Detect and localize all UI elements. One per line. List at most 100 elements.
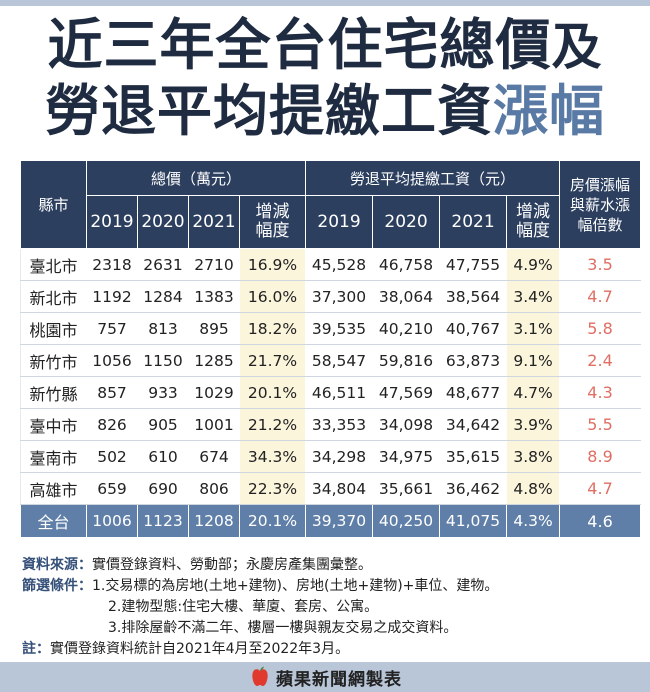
cell-wage-2021: 47,755 — [439, 248, 508, 281]
header-price-growth: 增減幅度 — [238, 195, 307, 249]
cell-city: 新北市 — [20, 280, 87, 313]
header-ratio-text: 房價漲幅與薪水漲幅倍數 — [570, 175, 631, 234]
cell-wage-2019: 39,535 — [305, 312, 374, 345]
cell-ratio: 4.3 — [559, 376, 642, 409]
cell-ratio: 5.5 — [559, 408, 642, 441]
cell-price-2020: 610 — [137, 440, 189, 473]
cell-wage-2020: 34,098 — [372, 408, 441, 441]
cell-wage-2020: 38,064 — [372, 280, 441, 313]
cell-price-2020: 813 — [137, 312, 189, 345]
note-filter-label: 篩選條件： — [22, 578, 92, 594]
cell-wage-2019: 34,298 — [305, 440, 374, 473]
header-price-year-2020: 2020 — [137, 195, 189, 249]
cell-price-2020: 1284 — [137, 280, 189, 313]
cell-ratio: 3.5 — [559, 248, 642, 281]
cell-ratio: 2.4 — [559, 344, 642, 377]
cell-wage-2021: 63,873 — [439, 344, 508, 377]
note-filter-2: 2.建物型態:住宅大樓、華廈、套房、公寓。 — [108, 599, 379, 615]
header-total-price: 總價（萬元） — [85, 160, 307, 196]
cell-wage-2020: 35,661 — [372, 472, 441, 505]
total-row: 全台 1006 1123 1208 20.1% 39,370 40,250 41… — [20, 504, 642, 538]
cell-price-2021: 2710 — [188, 248, 240, 281]
cell-wage-2021: 48,677 — [439, 376, 508, 409]
cell-wage-2019: 45,528 — [305, 248, 374, 281]
cell-wage-2021: 38,564 — [439, 280, 508, 313]
cell-city: 桃園市 — [20, 312, 87, 345]
total-price-2019: 1006 — [86, 504, 138, 538]
cell-price-2019: 757 — [86, 312, 138, 345]
cell-city: 新竹縣 — [20, 376, 87, 409]
top-bar — [0, 0, 650, 6]
table-row: 臺中市 826 905 1001 21.2% 33,353 34,098 34,… — [20, 408, 642, 441]
header-price-year-2019: 2019 — [86, 195, 138, 249]
cell-price-growth: 16.0% — [238, 280, 307, 313]
cell-wage-2020: 40,210 — [372, 312, 441, 345]
note-remark: 註：實價登錄資料統計自2021年4月至2022年3月。 — [22, 638, 349, 658]
header-wage: 勞退平均提繳工資（元） — [305, 160, 561, 196]
table-row: 高雄市 659 690 806 22.3% 34,804 35,661 36,4… — [20, 472, 642, 505]
cell-city: 新竹市 — [20, 344, 87, 377]
header-wage-year-2020: 2020 — [372, 195, 441, 249]
note-remark-text: 實價登錄資料統計自2021年4月至2022年3月。 — [50, 641, 350, 657]
cell-price-2021: 674 — [188, 440, 240, 473]
cell-price-growth: 21.2% — [238, 408, 307, 441]
cell-city: 臺北市 — [20, 248, 87, 281]
note-source: 資料來源：實價登錄資料、勞動部；永慶房產集團彙整。 — [22, 554, 372, 574]
total-wage-2021: 41,075 — [439, 504, 508, 538]
header-price-growth-text: 增減幅度 — [255, 202, 290, 241]
note-filter-1: 1.交易標的為房地(土地+建物)、房地(土地+建物)+車位、建物。 — [92, 578, 499, 594]
title-line-1-text: 近三年全台住宅總價 — [47, 13, 552, 77]
cell-price-2020: 1150 — [137, 344, 189, 377]
total-wage-2020: 40,250 — [372, 504, 441, 538]
cell-wage-growth: 9.1% — [506, 344, 561, 377]
note-filter-2-line: 2.建物型態:住宅大樓、華廈、套房、公寓。 — [108, 596, 378, 616]
cell-price-2019: 659 — [86, 472, 138, 505]
cell-price-2019: 1192 — [86, 280, 138, 313]
cell-wage-2019: 37,300 — [305, 280, 374, 313]
note-filter: 篩選條件：1.交易標的為房地(土地+建物)、房地(土地+建物)+車位、建物。 — [22, 575, 498, 595]
cell-wage-growth: 4.9% — [506, 248, 561, 281]
cell-wage-2019: 33,353 — [305, 408, 374, 441]
cell-wage-growth: 4.8% — [506, 472, 561, 505]
footer-logo: 蘋果新聞網製表 — [248, 664, 402, 690]
header-city: 縣市 — [20, 160, 87, 249]
table-row: 新竹市 1056 1150 1285 21.7% 58,547 59,816 6… — [20, 344, 642, 377]
cell-price-growth: 16.9% — [238, 248, 307, 281]
cell-wage-growth: 3.8% — [506, 440, 561, 473]
cell-wage-2020: 46,758 — [372, 248, 441, 281]
table-row: 新竹縣 857 933 1029 20.1% 46,511 47,569 48,… — [20, 376, 642, 409]
total-wage-growth: 4.3% — [506, 504, 561, 538]
cell-price-2020: 690 — [137, 472, 189, 505]
cell-price-2021: 1029 — [188, 376, 240, 409]
cell-price-2021: 895 — [188, 312, 240, 345]
cell-wage-2020: 59,816 — [372, 344, 441, 377]
title-line-2: 勞退平均提繳工資漲幅 — [0, 78, 650, 144]
cell-price-2021: 1383 — [188, 280, 240, 313]
cell-wage-2020: 34,975 — [372, 440, 441, 473]
total-price-growth: 20.1% — [238, 504, 307, 538]
cell-wage-2019: 34,804 — [305, 472, 374, 505]
cell-wage-2021: 40,767 — [439, 312, 508, 345]
header-price-year-2021: 2021 — [188, 195, 240, 249]
total-city: 全台 — [20, 504, 87, 538]
header-wage-year-2021: 2021 — [439, 195, 508, 249]
cell-price-growth: 34.3% — [238, 440, 307, 473]
cell-wage-2021: 36,462 — [439, 472, 508, 505]
cell-price-2020: 905 — [137, 408, 189, 441]
cell-price-2019: 1056 — [86, 344, 138, 377]
cell-price-growth: 21.7% — [238, 344, 307, 377]
cell-ratio: 4.7 — [559, 472, 642, 505]
cell-price-growth: 22.3% — [238, 472, 307, 505]
header-wage-growth: 增減幅度 — [506, 195, 561, 249]
note-remark-label: 註： — [22, 641, 50, 657]
note-filter-3: 3.排除屋齡不滿二年、樓層一樓與親友交易之成交資料。 — [108, 620, 458, 636]
data-table: 縣市 總價（萬元） 勞退平均提繳工資（元） 房價漲幅與薪水漲幅倍數 2019 2… — [20, 160, 642, 538]
total-ratio: 4.6 — [559, 504, 642, 538]
cell-price-2021: 1285 — [188, 344, 240, 377]
cell-price-2019: 502 — [86, 440, 138, 473]
title-line-2-text: 勞退平均提繳工資 — [44, 79, 493, 143]
cell-wage-2019: 46,511 — [305, 376, 374, 409]
header-wage-growth-text: 增減幅度 — [516, 202, 551, 241]
cell-city: 臺南市 — [20, 440, 87, 473]
footer-bar — [0, 662, 650, 692]
